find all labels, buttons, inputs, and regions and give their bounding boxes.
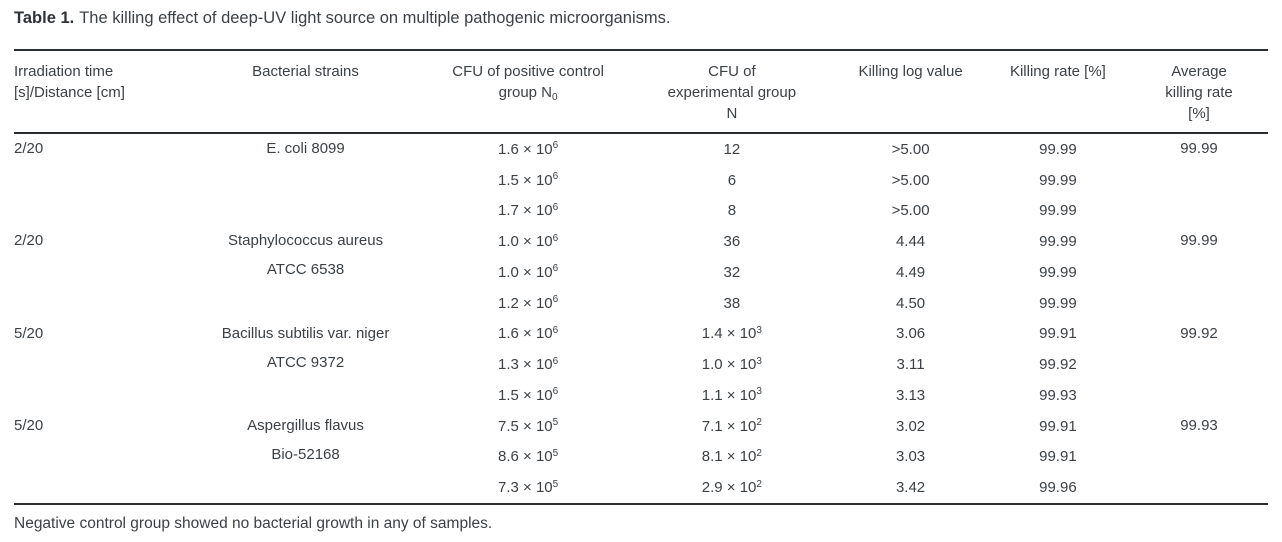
cell-killing-log-value: 4.50 xyxy=(895,294,926,312)
cell-killing-rate: 99.96 xyxy=(1039,479,1077,497)
cell-cfu-experimental: 1.1 × 103 xyxy=(701,386,762,404)
cell-cfu-experimental: 1.0 × 103 xyxy=(701,355,762,374)
cell-cfu-positive-control: 1.3 × 106 xyxy=(498,355,559,374)
cell-cfu-experimental: 36 xyxy=(723,233,741,251)
cell-cfu-experimental: 8.1 × 102 xyxy=(701,447,762,466)
cell-irradiation-time: 5/20 xyxy=(14,416,44,434)
cell-killing-rate: 99.99 xyxy=(1039,202,1077,220)
cell-killing-rate: 99.92 xyxy=(1039,356,1077,374)
killing-effect-table: Irradiation time [s]/Distance [cm] Bacteri… xyxy=(14,49,1268,505)
cell-cfu-positive-control: 1.0 × 106 xyxy=(498,232,559,251)
cell-cfu-positive-control: 8.6 × 105 xyxy=(498,447,559,466)
cell-irradiation-time: 2/20 xyxy=(14,140,44,157)
cell-killing-log-value: 3.06 xyxy=(895,325,926,343)
cell-killing-rate: 99.99 xyxy=(1039,140,1077,158)
cell-killing-rate: 99.91 xyxy=(1039,417,1077,435)
cell-bacterial-strain: Aspergillus flavus Bio-52168 xyxy=(247,416,364,463)
cell-cfu-experimental: 6 xyxy=(727,171,737,189)
table-row: 1.3 × 106 1.0 × 103 3.11 99.92 xyxy=(14,349,1268,380)
cell-killing-log-value: >5.00 xyxy=(891,202,930,220)
cell-killing-rate: 99.91 xyxy=(1039,325,1077,343)
col-header-cfu-positive-control: CFU of positive control group N0 xyxy=(452,63,604,103)
table-caption-text: The killing effect of deep-UV light sour… xyxy=(79,9,671,27)
col-header-bacterial-strains: Bacterial strains xyxy=(252,63,359,80)
cell-cfu-positive-control: 1.2 × 106 xyxy=(498,294,559,312)
table-header: Irradiation time [s]/Distance [cm] Bacteri… xyxy=(14,50,1268,133)
cell-killing-log-value: 3.42 xyxy=(895,479,926,497)
cell-killing-rate: 99.93 xyxy=(1039,386,1077,404)
table-row: 2/20 Staphylococcus aureus ATCC 6538 1.0 × … xyxy=(14,226,1268,278)
cell-killing-log-value: >5.00 xyxy=(891,171,930,189)
table-row: 5/20 Bacillus subtilis var. niger ATCC 937… xyxy=(14,319,1268,371)
table-caption: Table 1. The killing effect of deep-UV li… xyxy=(14,8,1268,28)
cell-average-killing-rate: 99.99 xyxy=(1180,140,1218,157)
cell-average-killing-rate: 99.93 xyxy=(1180,416,1218,434)
table-footnote: Negative control group showed no bacteri… xyxy=(14,515,493,532)
table-row: 5/20 Aspergillus flavus Bio-52168 7.5 × 105… xyxy=(14,411,1268,463)
cell-bacterial-strain: E. coli 8099 xyxy=(266,140,345,157)
cell-cfu-positive-control: 7.3 × 105 xyxy=(498,478,559,497)
col-header-killing-log-value: Killing log value xyxy=(858,63,963,80)
table-caption-label: Table 1. xyxy=(14,9,75,27)
col-header-cfu-experimental: CFU of experimental group N xyxy=(667,63,797,122)
cell-killing-log-value: 3.13 xyxy=(895,386,926,404)
cell-bacterial-strain: Bacillus subtilis var. niger ATCC 9372 xyxy=(221,324,390,371)
header-row: Irradiation time [s]/Distance [cm] Bacteri… xyxy=(14,50,1268,133)
cell-cfu-positive-control: 1.5 × 106 xyxy=(498,386,559,404)
table-row: 1.7 × 106 8 >5.00 99.99 xyxy=(14,196,1268,227)
table-row: 7.3 × 105 2.9 × 102 3.42 99.96 xyxy=(14,472,1268,504)
cell-cfu-experimental: 38 xyxy=(723,294,741,312)
cell-cfu-experimental: 1.4 × 103 xyxy=(701,324,762,343)
cell-cfu-positive-control: 1.5 × 106 xyxy=(498,171,559,189)
table-body: 2/20 E. coli 8099 1.6 × 106 12 >5.00 99.99 99.… xyxy=(14,133,1268,504)
cell-killing-rate: 99.99 xyxy=(1039,171,1077,189)
cell-killing-log-value: 4.49 xyxy=(895,263,926,281)
cell-cfu-experimental: 2.9 × 102 xyxy=(701,478,762,497)
table-row: 1.5 × 106 6 >5.00 99.99 xyxy=(14,165,1268,196)
cell-cfu-positive-control: 1.6 × 106 xyxy=(498,324,559,343)
table-row: 1.5 × 106 1.1 × 103 3.13 99.93 xyxy=(14,380,1268,411)
cell-bacterial-strain: Staphylococcus aureus ATCC 6538 xyxy=(227,232,384,279)
cell-killing-rate: 99.99 xyxy=(1039,233,1077,251)
cell-killing-log-value: >5.00 xyxy=(891,140,930,158)
cell-irradiation-time: 2/20 xyxy=(14,232,44,250)
col-header-irradiation-time: Irradiation time [s]/Distance [cm] xyxy=(14,63,125,101)
cell-cfu-positive-control: 1.7 × 106 xyxy=(498,201,559,220)
cell-killing-rate: 99.99 xyxy=(1039,294,1077,312)
cell-cfu-positive-control: 7.5 × 105 xyxy=(498,417,559,435)
table-row: 8.6 × 105 8.1 × 102 3.03 99.91 xyxy=(14,442,1268,473)
cell-killing-log-value: 4.44 xyxy=(895,233,926,251)
table-row: 1.0 × 106 32 4.49 99.99 xyxy=(14,257,1268,288)
cell-killing-log-value: 3.03 xyxy=(895,448,926,466)
cell-killing-log-value: 3.02 xyxy=(895,417,926,435)
cell-average-killing-rate: 99.99 xyxy=(1180,232,1218,250)
cell-killing-log-value: 3.11 xyxy=(896,356,925,374)
cell-killing-rate: 99.99 xyxy=(1039,263,1077,281)
table-row: 1.2 × 106 38 4.50 99.99 xyxy=(14,288,1268,319)
cell-cfu-experimental: 12 xyxy=(723,140,741,158)
cell-cfu-experimental: 8 xyxy=(727,202,737,220)
cell-cfu-positive-control: 1.0 × 106 xyxy=(498,263,559,281)
cell-cfu-experimental: 7.1 × 102 xyxy=(701,417,762,435)
cell-average-killing-rate: 99.92 xyxy=(1180,324,1218,342)
table-row: 2/20 E. coli 8099 1.6 × 106 12 >5.00 99.99 99.… xyxy=(14,133,1268,165)
cell-cfu-positive-control: 1.6 × 106 xyxy=(498,140,559,158)
cell-irradiation-time: 5/20 xyxy=(14,324,44,342)
col-header-average-killing-rate: Average killing rate [%] xyxy=(1165,63,1233,122)
cell-killing-rate: 99.91 xyxy=(1039,448,1077,466)
col-header-killing-rate: Killing rate [%] xyxy=(1009,63,1106,80)
cell-cfu-experimental: 32 xyxy=(723,263,741,281)
